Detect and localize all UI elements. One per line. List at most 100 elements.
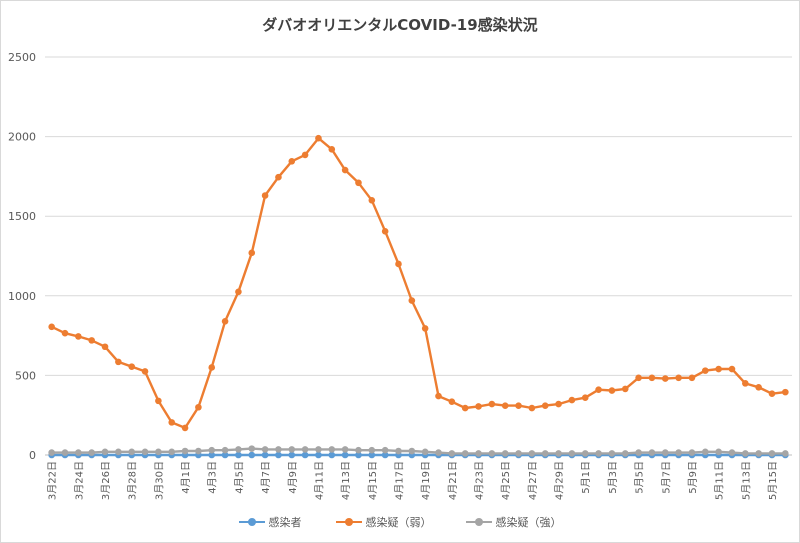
data-point <box>395 260 402 268</box>
data-point <box>621 450 629 457</box>
legend-item-0: 感染者 <box>238 514 302 530</box>
x-tick-label: 4月7日 <box>260 461 272 494</box>
data-point <box>355 451 362 459</box>
x-tick-label: 5月3日 <box>607 461 619 494</box>
legend-label: 感染疑（弱） <box>365 516 432 529</box>
legend-swatch-marker <box>474 518 483 526</box>
data-point <box>461 450 469 457</box>
data-point <box>181 447 189 455</box>
data-point <box>208 446 216 454</box>
data-point <box>288 157 296 165</box>
data-point <box>782 388 789 396</box>
data-point <box>648 449 656 456</box>
data-point <box>541 402 549 409</box>
data-point <box>675 449 682 456</box>
data-point <box>768 390 776 398</box>
legend-swatch-marker <box>344 518 353 526</box>
data-point <box>635 374 642 382</box>
chart-title: ダバオオリエンタルCOVID-19感染状況 <box>262 16 538 34</box>
data-point <box>88 449 95 456</box>
x-tick-label: 3月26日 <box>100 461 112 500</box>
data-point <box>208 451 216 459</box>
data-point <box>141 368 149 375</box>
data-point <box>715 448 722 456</box>
data-point <box>248 249 256 257</box>
data-point <box>555 450 562 457</box>
data-point <box>661 375 669 382</box>
data-point <box>648 374 656 382</box>
y-tick-label: 1500 <box>8 210 36 223</box>
x-tick-label: 4月19日 <box>420 461 432 500</box>
data-point <box>301 451 309 459</box>
x-tick-label: 4月23日 <box>474 461 486 500</box>
data-point <box>515 402 522 409</box>
x-tick-label: 4月9日 <box>287 461 299 494</box>
data-point <box>248 445 256 452</box>
legend-swatch <box>465 517 492 527</box>
data-point <box>448 450 456 457</box>
x-tick-label: 4月21日 <box>447 461 459 500</box>
data-point <box>488 400 496 408</box>
x-tick-label: 3月28日 <box>127 461 139 500</box>
data-point <box>555 400 562 408</box>
data-point <box>608 450 616 457</box>
data-point <box>115 448 122 456</box>
data-point <box>728 449 736 456</box>
data-point <box>395 447 402 455</box>
legend: 感染者 感染疑（弱） 感染疑（強） <box>0 514 800 530</box>
legend-item-2: 感染疑（強） <box>465 514 562 530</box>
data-point <box>581 394 589 401</box>
y-tick-label: 2000 <box>8 131 36 144</box>
data-point <box>368 446 376 454</box>
data-point <box>608 387 616 394</box>
data-point <box>48 449 55 456</box>
data-point <box>235 446 242 453</box>
x-tick-label: 3月22日 <box>47 461 59 500</box>
data-point <box>235 288 242 296</box>
y-tick-label: 500 <box>15 369 36 382</box>
data-point <box>328 451 336 459</box>
data-point <box>421 325 429 332</box>
data-point <box>595 386 602 394</box>
data-point <box>275 446 282 453</box>
legend-swatch <box>238 517 265 527</box>
y-tick-label: 2500 <box>8 51 36 64</box>
data-point <box>581 450 589 457</box>
data-point <box>315 134 322 142</box>
data-point <box>155 448 162 456</box>
data-point <box>301 151 309 159</box>
data-point <box>715 365 722 373</box>
data-point <box>168 448 176 456</box>
data-point <box>341 451 349 459</box>
data-point <box>501 450 509 457</box>
data-point <box>742 380 749 387</box>
data-point <box>461 404 469 412</box>
data-point <box>61 449 69 456</box>
data-point <box>181 424 189 432</box>
data-point <box>701 367 709 374</box>
x-tick-label: 4月29日 <box>554 461 566 500</box>
data-point <box>115 358 122 366</box>
data-point <box>675 374 682 382</box>
x-tick-label: 5月1日 <box>580 461 592 494</box>
data-point <box>261 446 269 453</box>
x-tick-label: 5月11日 <box>714 461 726 500</box>
data-point <box>742 450 749 457</box>
x-tick-label: 5月5日 <box>634 461 646 494</box>
data-point <box>475 403 482 410</box>
data-point <box>101 343 109 351</box>
data-point <box>368 451 376 459</box>
data-point <box>635 449 642 456</box>
x-tick-label: 4月3日 <box>207 461 219 494</box>
data-point <box>235 451 242 459</box>
x-tick-label: 4月17日 <box>393 461 405 500</box>
data-point <box>315 446 322 453</box>
x-tick-label: 5月15日 <box>767 461 779 500</box>
x-tick-label: 4月25日 <box>500 461 512 500</box>
data-point <box>75 333 82 340</box>
data-point <box>475 450 482 457</box>
x-tick-label: 4月15日 <box>367 461 379 500</box>
data-point <box>621 385 629 393</box>
data-point <box>728 365 736 373</box>
data-point <box>261 192 269 199</box>
